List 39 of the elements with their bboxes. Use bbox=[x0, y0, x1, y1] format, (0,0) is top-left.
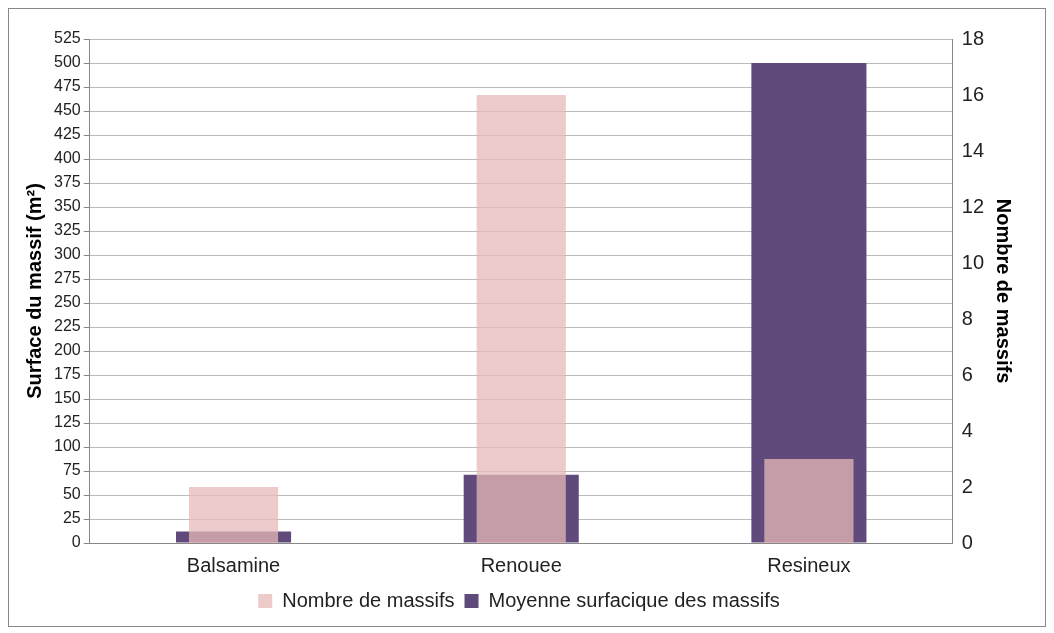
y-tick-label: 275 bbox=[53, 269, 81, 287]
y2-tick-label: 0 bbox=[961, 530, 973, 553]
y-tick-label: 25 bbox=[62, 509, 81, 527]
y-tick-label: 225 bbox=[53, 317, 81, 335]
y-axis-title: Surface du massif (m²) bbox=[22, 183, 45, 399]
y-tick-label: 100 bbox=[53, 437, 81, 455]
y-tick-label: 50 bbox=[62, 485, 81, 503]
y2-tick-label: 6 bbox=[961, 362, 973, 385]
y-tick-label: 525 bbox=[53, 29, 81, 47]
y2-axis-title: Nombre de massifs bbox=[993, 198, 1016, 384]
y-tick-label: 325 bbox=[53, 221, 81, 239]
x-tick-label: Balsamine bbox=[186, 553, 281, 576]
y2-tick-label: 12 bbox=[961, 194, 984, 217]
y2-tick-label: 2 bbox=[961, 474, 973, 497]
y-tick-label: 500 bbox=[53, 53, 81, 71]
y-tick-label: 350 bbox=[53, 197, 81, 215]
y-tick-label: 425 bbox=[53, 125, 81, 143]
y-tick-label: 450 bbox=[53, 101, 81, 119]
y-tick-label: 175 bbox=[53, 365, 81, 383]
y-tick-label: 400 bbox=[53, 149, 81, 167]
y-tick-label: 250 bbox=[53, 293, 81, 311]
y2-tick-label: 4 bbox=[961, 418, 973, 441]
y2-tick-label: 14 bbox=[961, 138, 984, 161]
legend-label: Nombre de massifs bbox=[282, 588, 455, 611]
x-tick-label: Resineux bbox=[767, 553, 851, 576]
y2-tick-label: 10 bbox=[961, 250, 984, 273]
y-tick-label: 300 bbox=[53, 245, 81, 263]
y-tick-label: 200 bbox=[53, 341, 81, 359]
y-tick-label: 150 bbox=[53, 389, 81, 407]
legend-label: Moyenne surfacique des massifs bbox=[488, 588, 780, 611]
y-tick-label: 475 bbox=[53, 77, 81, 95]
y2-tick-label: 16 bbox=[961, 82, 984, 105]
y-tick-label: 375 bbox=[53, 173, 81, 191]
y2-tick-label: 8 bbox=[961, 306, 973, 329]
y2-tick-label: 18 bbox=[961, 26, 984, 49]
x-tick-label: Renouee bbox=[480, 553, 562, 576]
y-tick-label: 0 bbox=[71, 533, 81, 551]
y-tick-label: 125 bbox=[53, 413, 81, 431]
y-tick-label: 75 bbox=[62, 461, 81, 479]
